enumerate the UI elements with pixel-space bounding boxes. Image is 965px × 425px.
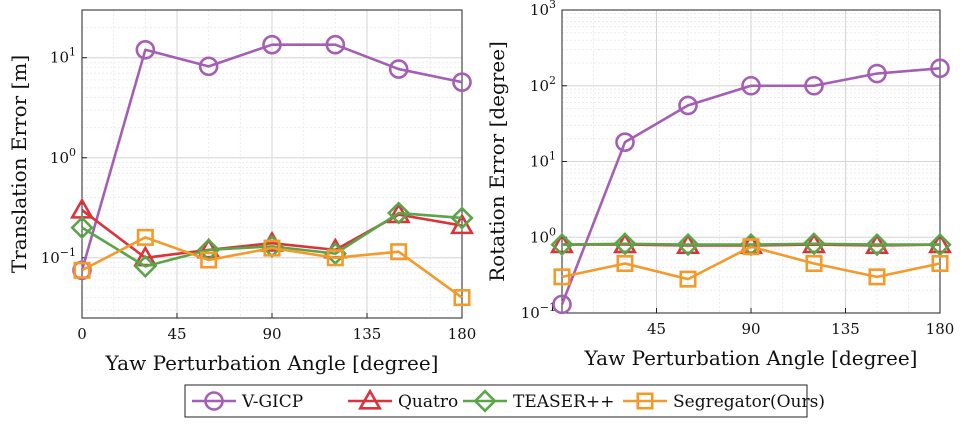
series-segregator-ours [553, 238, 949, 288]
translation-error-chart: 0 45 90 135 180 10−1 100 101 Yaw Perturbation An… [7, 9, 477, 375]
data-point [133, 254, 157, 279]
data-point [262, 34, 282, 55]
legend-item-segregator-ours: Segregator(Ours) [623, 392, 825, 412]
data-point [70, 216, 94, 240]
y-axis-label: Rotation Error [degree] [485, 41, 509, 282]
data-point [388, 59, 409, 79]
series-line [561, 245, 941, 281]
data-point [678, 95, 698, 116]
y-tick-label: 100 [50, 146, 76, 167]
data-point [928, 232, 952, 257]
legend-item-v-gicp: V-GICP [192, 391, 303, 412]
data-point [326, 249, 344, 267]
legend-marker [204, 391, 224, 411]
data-point [741, 75, 761, 96]
data-point [387, 201, 411, 225]
legend-label: V-GICP [241, 392, 303, 412]
legend-label: Segregator(Ours) [673, 392, 825, 412]
x-tick-label: 0 [77, 325, 87, 343]
legend-marker [357, 388, 383, 410]
data-point [613, 232, 637, 256]
legend-marker [473, 389, 497, 413]
x-tick-label: 45 [167, 325, 186, 343]
series-segregator-ours [73, 228, 471, 307]
data-point [135, 40, 156, 60]
x-tick-label: 135 [353, 325, 382, 343]
data-point [200, 251, 218, 269]
x-axis-label: Yaw Perturbation Angle [degree] [105, 351, 439, 375]
y-tick-label: 10−1 [41, 246, 76, 267]
series-teaser [550, 232, 952, 257]
data-point [73, 261, 91, 279]
y-tick-label: 101 [530, 150, 556, 171]
series-v-gicp [552, 58, 950, 315]
x-axis-label: Yaw Perturbation Angle [degree] [584, 346, 918, 370]
legend-label: Quatro [398, 392, 458, 412]
data-point [553, 268, 571, 286]
data-point [930, 58, 950, 79]
x-tick-label: 135 [831, 320, 860, 338]
y-tick-label: 100 [530, 225, 556, 246]
data-point [679, 270, 697, 288]
data-point [742, 238, 760, 256]
y-axis-label: Translation Error [m] [7, 55, 31, 273]
data-point [325, 34, 346, 55]
data-point [931, 254, 949, 273]
y-tick-label: 101 [50, 46, 76, 67]
data-point [552, 294, 572, 315]
data-point [198, 56, 219, 77]
legend-marker [636, 392, 654, 410]
data-point [263, 239, 281, 257]
x-tick-label: 90 [741, 320, 760, 338]
legend-label: TEASER++ [513, 392, 614, 412]
y-tick-label: 102 [530, 74, 556, 95]
legend: V-GICP Quatro TEASER++ Segregator(Ours) [184, 384, 825, 418]
data-point [805, 254, 823, 273]
data-point [452, 72, 472, 92]
data-point [136, 228, 154, 246]
data-point [616, 254, 634, 273]
data-point [676, 232, 700, 257]
data-point [868, 268, 886, 286]
x-tick-label: 180 [926, 320, 955, 338]
series-line [81, 211, 463, 268]
legend-item-teaser: TEASER++ [463, 389, 614, 413]
y-tick-label: 10−1 [521, 301, 556, 322]
data-point [802, 232, 826, 256]
x-tick-label: 45 [647, 320, 666, 338]
y-tick-label: 103 [530, 0, 556, 19]
rotation-error-chart: 45 90 135 180 10−1 100 101 102 103 Yaw Perturbati… [485, 0, 954, 370]
x-tick-label: 180 [448, 325, 477, 343]
data-point [615, 132, 635, 152]
legend-item-quatro: Quatro [348, 388, 458, 412]
series-line [561, 242, 940, 246]
series-line [81, 236, 463, 299]
data-point [865, 232, 889, 257]
x-tick-label: 90 [262, 325, 281, 343]
data-point [867, 63, 887, 84]
data-point [390, 243, 408, 261]
series-line [80, 43, 463, 271]
data-point [550, 232, 574, 257]
data-point [453, 289, 471, 307]
data-point [450, 206, 474, 230]
series-line [560, 66, 941, 305]
data-point [804, 75, 824, 96]
